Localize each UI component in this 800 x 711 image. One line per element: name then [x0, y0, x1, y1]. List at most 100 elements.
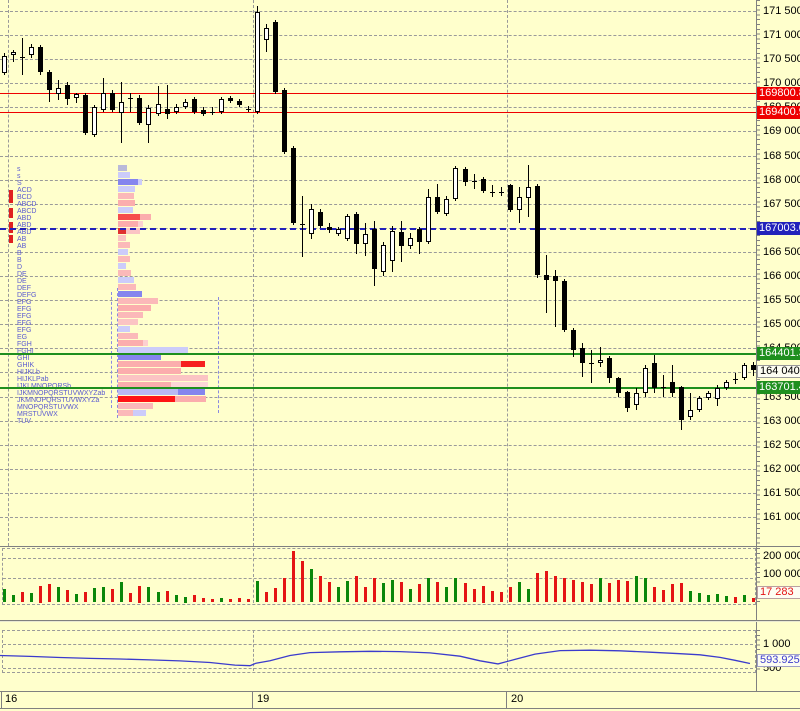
price-tick-label: 166 500 [763, 246, 800, 258]
volume-profile-bar [118, 249, 128, 255]
price-gridline [0, 204, 756, 205]
volume-bar [301, 561, 304, 602]
price-level-badge[interactable]: 169400.9 [757, 106, 800, 119]
candle-body [137, 98, 142, 123]
volume-panel-border [2, 548, 756, 605]
price-gridline [0, 493, 756, 494]
current-indicator-badge[interactable]: 593.925 [757, 654, 800, 667]
price-gridline [0, 300, 756, 301]
candle-body [327, 227, 332, 230]
current-price-badge[interactable]: 164 040 [757, 365, 800, 378]
price-level-line[interactable] [0, 112, 756, 113]
candle-body [264, 28, 269, 40]
candle-body [435, 197, 440, 212]
candle-body [201, 110, 206, 114]
tpo-letters: s [17, 173, 21, 180]
candle-body [742, 365, 747, 378]
open-range-marker [9, 235, 13, 243]
open-range-marker [9, 222, 13, 233]
price-tick-label: 170 500 [763, 53, 800, 65]
price-gridline [0, 517, 756, 518]
indicator-line [0, 649, 751, 667]
candle-wick [76, 93, 77, 103]
price-tick-label: 169 000 [763, 125, 800, 137]
price-level-line[interactable] [0, 387, 756, 389]
profile-range-line-left [111, 292, 112, 408]
volume-profile-bar [118, 382, 171, 388]
tpo-letters: GHI [17, 355, 30, 362]
tpo-letters: ACD [17, 187, 32, 194]
profile-range-line-right [218, 297, 219, 413]
candle-body [715, 388, 720, 399]
volume-bar [138, 586, 141, 603]
volume-bar [283, 578, 286, 602]
panel-separator [0, 621, 800, 622]
tpo-letters: ABD [17, 229, 32, 236]
candle-body [237, 101, 242, 105]
volume-bar [445, 587, 448, 602]
volume-profile-bar [118, 186, 135, 192]
volume-profile-bar [118, 312, 143, 318]
tpo-letters: EG [17, 334, 28, 341]
price-chart-plot[interactable]: s s S ACD BCD ABCD ABCD ABD ABD ABD AB AB B B D DE DE DEF… [0, 0, 757, 546]
volume-profile-bar [118, 347, 188, 353]
date-label[interactable]: 20 [511, 693, 524, 705]
volume-profile-bar [118, 214, 140, 220]
price-level-badge[interactable]: 169800.8 [757, 87, 800, 100]
candle-body [146, 108, 151, 125]
volume-bar [482, 586, 485, 603]
volume-bar [193, 595, 196, 602]
volume-gridline [3, 558, 753, 559]
candle-wick [672, 365, 673, 397]
price-level-badge[interactable]: 164401.3 [757, 347, 800, 360]
volume-bar [734, 597, 737, 603]
candle-wick [302, 196, 303, 257]
price-gridline [0, 83, 756, 84]
volume-profile-bar [171, 382, 208, 388]
volume-bar [454, 578, 457, 602]
volume-bar [500, 592, 503, 602]
price-level-line[interactable] [0, 228, 756, 230]
volume-bar [599, 578, 602, 602]
price-level-line[interactable] [0, 93, 756, 94]
volume-bar [716, 594, 719, 602]
candle-body [56, 88, 61, 94]
price-level-badge[interactable]: 167003.0 [757, 222, 800, 235]
volume-profile-bar [118, 165, 127, 171]
volume-bar [725, 596, 728, 602]
price-gridline [0, 372, 756, 373]
volume-bar [175, 595, 178, 602]
candle-body [706, 393, 711, 398]
volume-profile-bar [118, 389, 178, 395]
volume-panel[interactable] [0, 546, 757, 621]
candle-wick [167, 85, 168, 119]
volume-bar [689, 591, 692, 602]
volume-bar [247, 599, 250, 602]
tpo-letters: JKMNOPQRSTUVWXYZa [17, 397, 100, 404]
volume-bar [147, 587, 150, 602]
volume-bar [464, 583, 467, 602]
volume-profile-bar [118, 305, 151, 311]
price-gridline [0, 131, 756, 132]
volume-bar [157, 592, 160, 602]
price-level-line[interactable] [0, 353, 756, 355]
candle-body [2, 56, 7, 73]
candle-body [481, 179, 486, 191]
candle-body [634, 393, 639, 405]
date-label[interactable]: 16 [5, 693, 18, 705]
date-label[interactable]: 19 [257, 693, 270, 705]
volume-profile-bar [118, 291, 142, 297]
tpo-letters: IJKLMNOPQRSb [17, 383, 72, 390]
volume-profile-bar [133, 410, 146, 416]
indicator-panel[interactable] [0, 621, 757, 691]
tpo-letters: DEF [17, 285, 31, 292]
volume-profile-bar [118, 403, 153, 409]
tpo-letters: HIJKLPab [17, 376, 49, 383]
current-volume-badge[interactable]: 17 283 [757, 586, 800, 599]
volume-profile-bar [118, 396, 175, 402]
volume-bar [527, 589, 530, 602]
tpo-letters: s [17, 166, 21, 173]
day-gridline [253, 630, 254, 671]
price-level-badge[interactable]: 163701.4 [757, 381, 800, 394]
